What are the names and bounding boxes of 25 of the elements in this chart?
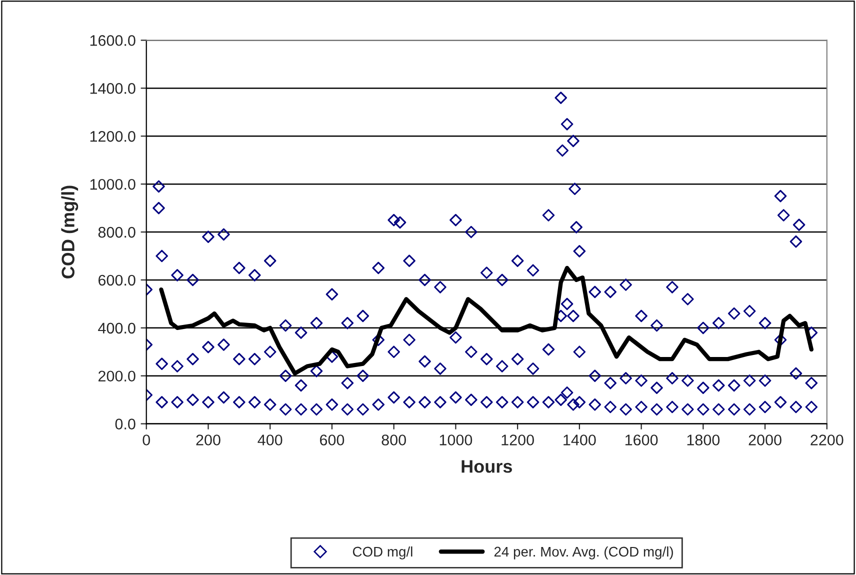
x-tick-label: 400	[258, 434, 282, 446]
y-axis-title: COD (mg/l)	[61, 186, 78, 278]
x-tick-label: 1800	[687, 434, 720, 446]
x-tick-label: 1000	[440, 434, 472, 446]
y-tick-label: 600.0	[98, 274, 136, 286]
x-tick-label: 1200	[502, 434, 534, 446]
y-tick-label: 200.0	[98, 370, 136, 382]
x-tick-label: 600	[320, 434, 344, 446]
x-tick-label: 200	[196, 434, 220, 446]
x-tick-label: 1600	[625, 434, 658, 446]
x-axis-title: Hours	[462, 460, 512, 473]
x-tick-label: 800	[382, 434, 406, 446]
y-tick-label: 1000.0	[90, 178, 136, 190]
x-tick-label: 2000	[748, 434, 782, 446]
x-tick-label: 1400	[564, 434, 596, 446]
y-tick-label: 800.0	[98, 226, 136, 238]
x-tick-label: 2200	[810, 434, 844, 446]
y-tick-label: 1200.0	[90, 131, 136, 142]
y-tick-label: 1400.0	[90, 83, 136, 94]
legend-label: COD mg/l	[352, 546, 412, 560]
legend-label: 24 per. Mov. Avg. (COD mg/l)	[494, 546, 673, 560]
y-tick-label: 0.0	[115, 418, 136, 430]
y-tick-label: 1600.0	[90, 35, 136, 46]
x-tick-label: 0	[142, 434, 150, 446]
y-tick-label: 400.0	[98, 322, 136, 334]
